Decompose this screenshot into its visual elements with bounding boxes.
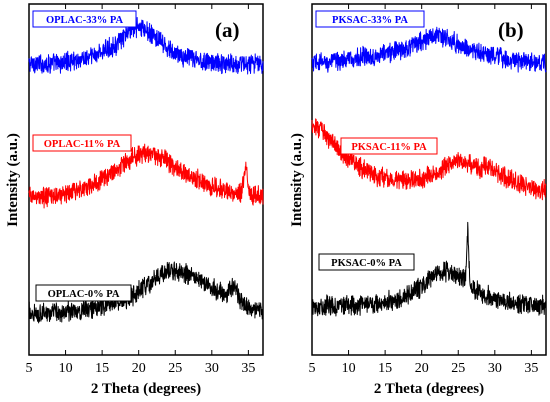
panel-a-legend-box-1: [32, 10, 137, 28]
panel-a-x-tick-label-25: 25: [168, 361, 182, 376]
panel-b-legends: PKSAC-33% PA PKSAC-11% PA PKSAC-0% PA: [315, 10, 438, 271]
panel-b-x-tick-label-30: 30: [488, 361, 502, 376]
panel-b-x-tick-label-5: 5: [309, 361, 316, 376]
panel-a-legend-box-3: [35, 284, 132, 302]
panel-b-x-axis-title: 2 Theta (degrees): [374, 381, 484, 397]
panel-a-series: [28, 17, 264, 324]
panel-a-x-tick-label-35: 35: [241, 361, 255, 376]
panel-a-series-2-line: [28, 143, 264, 209]
panel-a-legend-box-2: [32, 134, 132, 152]
panel-b-x-tick-label-20: 20: [415, 361, 429, 376]
panel-a-legend-label-2: OPLAC-11% PA: [44, 139, 121, 150]
panel-b-legend-box-2: [340, 137, 438, 155]
panel-b-frame: [311, 3, 547, 356]
panel-a-legend-label-3: OPLAC-0% PA: [48, 289, 120, 300]
panel-b-series: [311, 26, 547, 317]
panel-a-legends: OPLAC-33% PA OPLAC-11% PA OPLAC-0% PA: [32, 10, 137, 302]
panel-a-label: (a): [215, 18, 240, 42]
panel-a-x-tick-label-10: 10: [59, 361, 73, 376]
panel-b-legend-box-1: [315, 10, 425, 28]
panel-b-x-tick-label-10: 10: [342, 361, 356, 376]
panel-b-series-1-line: [311, 26, 547, 73]
panel-a-y-axis-title: Intensity (a.u.): [5, 133, 21, 227]
panel-b-series-2-line: [311, 118, 547, 201]
panel-b-series-3-line: [311, 221, 547, 317]
panel-b-legend-label-2: PKSAC-11% PA: [351, 142, 427, 153]
panel-a-x-ticks: 5 10 15 20 25 30 35: [26, 4, 255, 376]
panel-b-x-tick-label-35: 35: [524, 361, 538, 376]
panel-b-legend-label-3: PKSAC-0% PA: [331, 258, 402, 269]
panel-a-series-1-line: [28, 17, 264, 75]
panel-a-x-tick-label-5: 5: [26, 361, 33, 376]
panel-a-legend-label-1: OPLAC-33% PA: [46, 15, 124, 26]
panel-b-label: (b): [498, 18, 524, 42]
panel-a-x-tick-label-15: 15: [95, 361, 109, 376]
panel-b-legend-label-1: PKSAC-33% PA: [332, 15, 408, 26]
panel-b-y-axis-title: Intensity (a.u.): [289, 133, 305, 227]
panel-b-x-tick-label-25: 25: [451, 361, 465, 376]
panel-a-series-3-line: [28, 261, 264, 324]
panel-a-frame: [28, 3, 264, 356]
panel-a-x-tick-label-30: 30: [205, 361, 219, 376]
panel-a-x-tick-label-20: 20: [132, 361, 146, 376]
panel-b-x-tick-label-15: 15: [378, 361, 392, 376]
panel-b-x-ticks: 5 10 15 20 25 30 35: [309, 4, 538, 376]
panel-b-legend-box-3: [318, 253, 415, 271]
panel-a-x-axis-title: 2 Theta (degrees): [91, 381, 201, 397]
